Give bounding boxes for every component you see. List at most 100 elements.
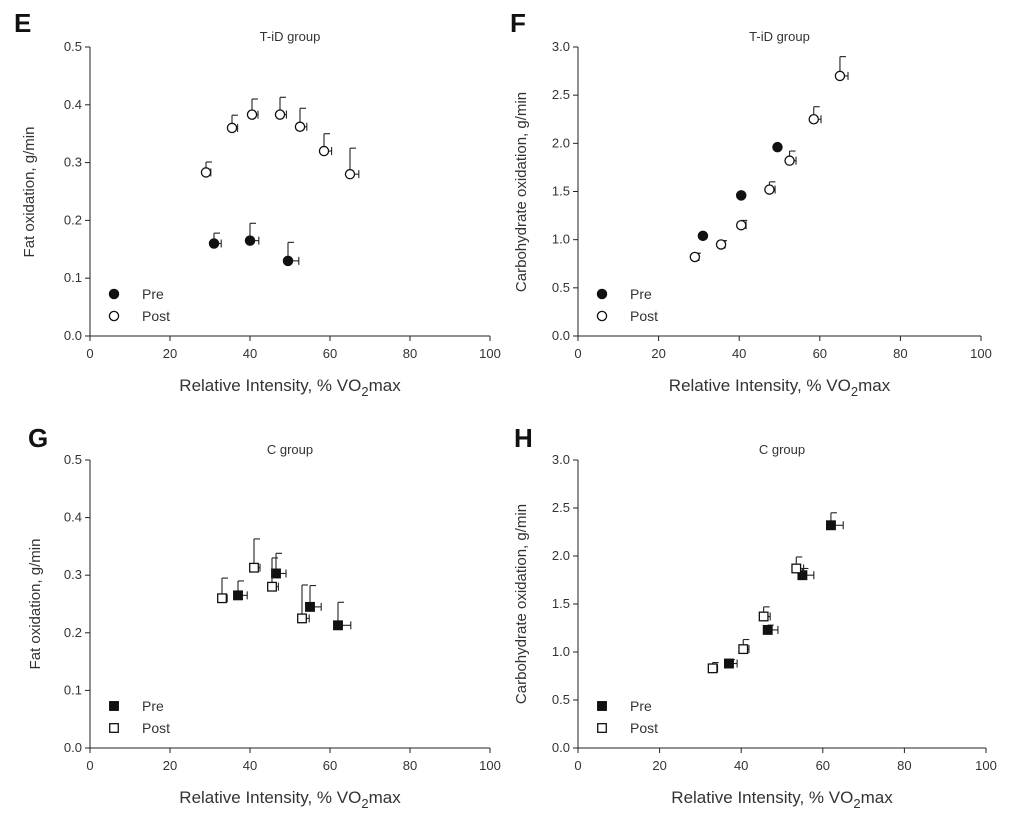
data-point-post (758, 611, 769, 622)
data-point-post (246, 109, 258, 120)
data-point-post (689, 251, 701, 263)
data-point-pre (233, 590, 243, 601)
x-tick-label: 100 (975, 758, 997, 773)
data-point-post (249, 562, 259, 573)
x-tick-label: 40 (732, 346, 746, 361)
legend-label-pre: Pre (630, 286, 652, 302)
panel-title: C group (267, 442, 313, 457)
x-tick-label: 60 (816, 758, 830, 773)
series-pre (208, 222, 300, 267)
x-tick-label: 80 (893, 346, 907, 361)
x-tick-label: 40 (243, 346, 257, 361)
legend-marker-post (597, 723, 607, 733)
legend-label-post: Post (142, 720, 170, 736)
panel-f: F T-iD group 0.0 0.5 1.0 1.5 2.0 2.5 3.0 0 20 40 60 8… (510, 8, 992, 399)
x-axis-label-subscript: 2 (853, 796, 860, 811)
x-axis-label-main: Relative Intensity, % VO (179, 376, 361, 395)
data-point-pre (333, 620, 343, 631)
x-axis-label-tail: max (861, 788, 894, 807)
y-axis-label: Fat oxidation, g/min (21, 127, 38, 258)
data-point-pre (772, 141, 783, 153)
y-axis-label: Carbohydrate oxidation, g/min (513, 92, 530, 292)
y-tick-label: 2.0 (552, 135, 570, 150)
data-point-pre (282, 255, 294, 267)
legend-label-pre: Pre (142, 286, 164, 302)
x-tick-label: 20 (652, 758, 666, 773)
legend-marker-post (108, 310, 120, 322)
y-tick-label: 2.5 (552, 87, 570, 102)
y-tick-label: 2.0 (552, 548, 570, 563)
x-tick-label: 80 (897, 758, 911, 773)
y-tick-label: 1.5 (552, 184, 570, 199)
y-tick-label: 0.0 (552, 328, 570, 343)
data-point-post (784, 155, 795, 166)
x-tick-label: 60 (323, 346, 337, 361)
legend: Pre Post (597, 698, 658, 736)
y-tick-label: 2.5 (552, 500, 570, 515)
data-point-pre (762, 624, 773, 635)
panel-g: G C group 0.0 0.1 0.2 0.3 0.4 0.5 0 20 40 60 80 100 Re… (27, 423, 501, 811)
y-tick-label: 0.1 (64, 270, 82, 285)
y-tick-label: 0.2 (64, 212, 82, 227)
x-tick-label: 20 (163, 346, 177, 361)
data-point-post (217, 593, 227, 604)
legend-marker-post (109, 723, 119, 733)
data-point-pre (797, 570, 808, 581)
data-point-post (226, 122, 238, 134)
x-axis-label-tail: max (369, 376, 402, 395)
series-post (707, 556, 805, 674)
panel-title: C group (759, 442, 805, 457)
legend-label-post: Post (630, 720, 658, 736)
data-point-post (808, 114, 820, 125)
x-tick-label: 80 (403, 758, 417, 773)
x-axis-label-tail: max (858, 376, 891, 395)
data-point-post (318, 145, 330, 157)
x-tick-label: 20 (651, 346, 665, 361)
legend: Pre Post (109, 698, 170, 736)
y-tick-label: 0.3 (64, 567, 82, 582)
x-tick-label: 0 (86, 758, 93, 773)
data-point-post (764, 184, 775, 195)
y-tick-label: 0.0 (64, 328, 82, 343)
panel-title: T-iD group (749, 29, 810, 44)
x-tick-label: 100 (970, 346, 992, 361)
x-axis-label-main: Relative Intensity, % VO (179, 788, 361, 807)
x-tick-label: 0 (86, 346, 93, 361)
y-tick-label: 1.0 (552, 644, 570, 659)
x-axis-label-main: Relative Intensity, % VO (671, 788, 853, 807)
y-tick-label: 0.5 (552, 280, 570, 295)
x-axis-label-tail: max (369, 788, 402, 807)
legend-label-post: Post (142, 308, 170, 324)
y-tick-label: 0.0 (64, 740, 82, 755)
data-point-post (200, 167, 212, 178)
data-point-post (274, 109, 286, 120)
data-point-post (294, 121, 306, 133)
x-axis-label-main: Relative Intensity, % VO (669, 376, 851, 395)
y-tick-label: 0.5 (64, 39, 82, 54)
panel-h: H C group 0.0 0.5 1.0 1.5 2.0 2.5 3.0 0 20 40 60 80 10… (513, 423, 997, 811)
data-point-post (267, 581, 277, 592)
x-axis-label-subscript: 2 (361, 384, 368, 399)
y-axis-label: Carbohydrate oxidation, g/min (513, 504, 530, 704)
legend-label-post: Post (630, 308, 658, 324)
data-point-post (344, 168, 356, 180)
data-point-pre (208, 238, 220, 249)
legend-label-pre: Pre (630, 698, 652, 714)
data-point-post (707, 663, 718, 674)
y-tick-label: 0.5 (552, 692, 570, 707)
x-tick-label: 60 (813, 346, 827, 361)
data-point-pre (271, 568, 281, 579)
x-tick-label: 40 (243, 758, 257, 773)
x-tick-label: 0 (574, 758, 581, 773)
legend-marker-pre (109, 701, 119, 711)
y-tick-label: 0.1 (64, 682, 82, 697)
legend-marker-pre (108, 288, 120, 300)
x-axis-label-subscript: 2 (361, 796, 368, 811)
panel-letter: G (28, 423, 48, 453)
panel-letter: H (514, 423, 533, 453)
x-tick-label: 100 (479, 758, 501, 773)
y-tick-label: 3.0 (552, 452, 570, 467)
data-point-pre (305, 601, 315, 612)
